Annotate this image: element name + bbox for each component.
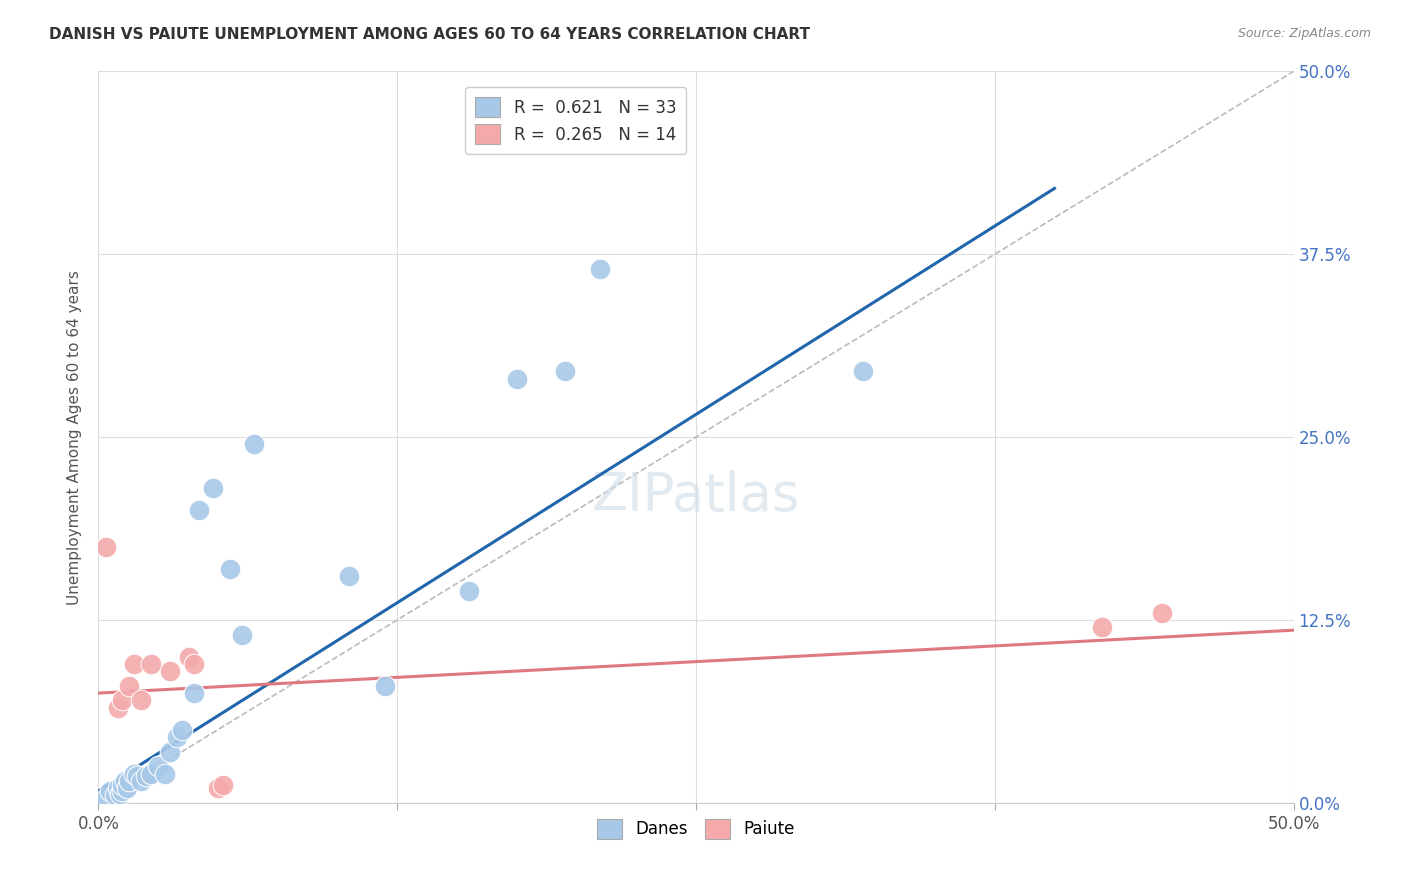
Point bbox=[183, 657, 205, 671]
Point bbox=[118, 773, 141, 788]
Text: Source: ZipAtlas.com: Source: ZipAtlas.com bbox=[1237, 27, 1371, 40]
Point bbox=[107, 781, 129, 796]
Point bbox=[207, 781, 229, 796]
Point bbox=[166, 730, 188, 744]
Point bbox=[554, 364, 576, 378]
Point bbox=[1152, 606, 1174, 620]
Point bbox=[243, 437, 266, 451]
Point bbox=[179, 649, 201, 664]
Point bbox=[148, 759, 170, 773]
Point bbox=[211, 778, 233, 792]
Point bbox=[1091, 620, 1114, 634]
Point bbox=[94, 540, 117, 554]
Point bbox=[98, 784, 122, 798]
Point bbox=[111, 778, 134, 792]
Point bbox=[159, 664, 181, 678]
Point bbox=[125, 769, 148, 783]
Point bbox=[111, 693, 134, 707]
Point bbox=[124, 766, 146, 780]
Point bbox=[589, 261, 612, 276]
Point bbox=[139, 766, 162, 780]
Legend: Danes, Paiute: Danes, Paiute bbox=[591, 812, 801, 846]
Point bbox=[159, 745, 181, 759]
Point bbox=[172, 723, 194, 737]
Point bbox=[108, 787, 131, 801]
Point bbox=[183, 686, 205, 700]
Point bbox=[139, 657, 162, 671]
Point bbox=[231, 627, 253, 641]
Point bbox=[187, 503, 209, 517]
Text: ZIPatlas: ZIPatlas bbox=[592, 469, 800, 522]
Point bbox=[135, 769, 157, 783]
Point bbox=[202, 481, 225, 495]
Point bbox=[374, 679, 396, 693]
Point bbox=[94, 791, 117, 805]
Text: DANISH VS PAIUTE UNEMPLOYMENT AMONG AGES 60 TO 64 YEARS CORRELATION CHART: DANISH VS PAIUTE UNEMPLOYMENT AMONG AGES… bbox=[49, 27, 810, 42]
Point bbox=[124, 657, 146, 671]
Point bbox=[506, 371, 529, 385]
Point bbox=[339, 569, 361, 583]
Point bbox=[118, 679, 141, 693]
Point bbox=[115, 781, 138, 796]
Point bbox=[114, 773, 136, 788]
Point bbox=[107, 700, 129, 714]
Point bbox=[104, 789, 127, 803]
Point bbox=[111, 784, 134, 798]
Point bbox=[131, 773, 153, 788]
Point bbox=[852, 364, 875, 378]
Point bbox=[131, 693, 153, 707]
Point bbox=[458, 583, 481, 598]
Point bbox=[219, 562, 242, 576]
Y-axis label: Unemployment Among Ages 60 to 64 years: Unemployment Among Ages 60 to 64 years bbox=[67, 269, 83, 605]
Point bbox=[155, 766, 177, 780]
